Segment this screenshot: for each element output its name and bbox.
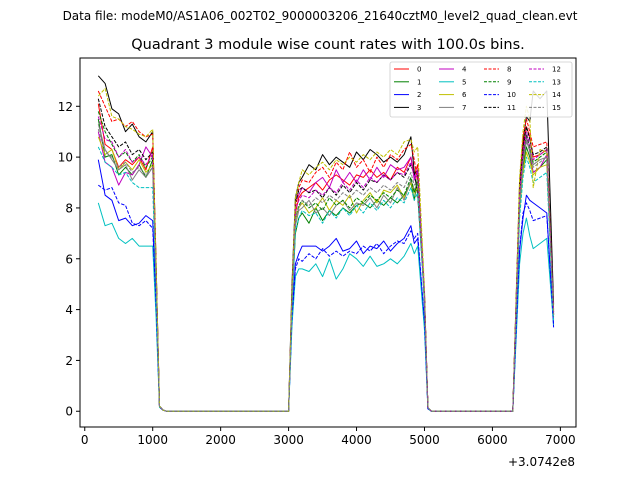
legend-label-2: 2 [417,91,421,99]
legend-label-0: 0 [417,66,421,74]
y-tick-label: 2 [65,354,73,368]
legend-label-11: 11 [507,104,516,112]
legend-label-3: 3 [417,104,421,112]
legend-label-13: 13 [552,78,561,86]
x-tick-label: 3000 [273,433,304,447]
y-tick-label: 4 [65,303,73,317]
legend-label-6: 6 [462,91,467,99]
plot-frame [79,57,577,428]
x-offset-label: +3.0742e8 [508,455,575,469]
y-tick-label: 10 [58,151,73,165]
legend-label-15: 15 [552,104,561,112]
legend-label-5: 5 [462,78,466,86]
suptitle: Data file: modeM0/AS1A06_002T02_90000032… [63,9,578,23]
y-tick-label: 0 [65,405,73,419]
x-tick-label: 4000 [341,433,372,447]
chart-title: Quadrant 3 module wise count rates with … [131,37,525,53]
plot-lines [97,75,555,412]
legend-label-12: 12 [552,66,561,74]
x-tick-label: 0 [81,433,89,447]
y-tick-label: 6 [65,252,73,266]
x-tick-label: 2000 [205,433,236,447]
legend-label-9: 9 [507,78,511,86]
axes-ticks: 0 1000 2000 3000 4000 5000 6000 7000 0 2 4 6 8 10 12 [58,100,576,447]
x-tick-label: 6000 [477,433,508,447]
series-line-15 [97,129,555,412]
legend-box [389,61,573,118]
legend-label-8: 8 [507,66,511,74]
legend-label-4: 4 [462,66,467,74]
legend-label-14: 14 [552,91,561,99]
series-line-13 [97,146,555,412]
y-tick-label: 12 [58,100,73,114]
x-tick-label: 1000 [137,433,168,447]
legend-label-10: 10 [507,91,516,99]
legend-label-7: 7 [462,104,466,112]
x-tick-label: 5000 [409,433,440,447]
x-tick-label: 7000 [545,433,576,447]
series-line-14 [97,88,555,412]
y-tick-label: 8 [65,201,73,215]
legend-label-1: 1 [417,78,421,86]
